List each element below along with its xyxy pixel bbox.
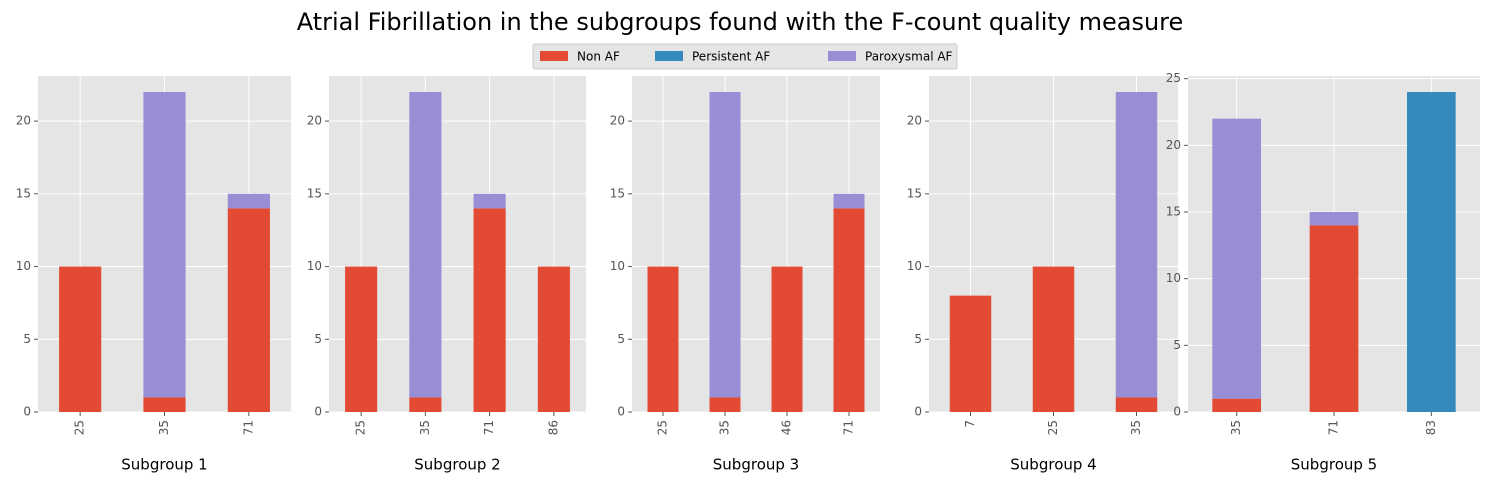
bar: [949, 295, 992, 412]
y-tick-label: 15: [1166, 205, 1181, 219]
y-tick-label: 25: [1166, 71, 1181, 85]
x-tick-label: 25: [1046, 420, 1060, 435]
y-tick-label: 5: [23, 332, 31, 346]
y-tick-label: 0: [914, 405, 922, 419]
x-tick-label: 35: [1229, 420, 1243, 435]
bar: [1407, 92, 1456, 412]
bar: [1212, 398, 1261, 412]
y-tick-label: 5: [617, 332, 625, 346]
bar: [1212, 118, 1261, 399]
bar: [537, 266, 570, 412]
y-tick-label: 20: [907, 114, 922, 128]
y-tick-label: 15: [307, 186, 322, 200]
y-tick-label: 0: [617, 405, 625, 419]
x-axis-label: Subgroup 5: [1291, 456, 1377, 474]
x-axis-label: Subgroup 2: [414, 456, 500, 474]
y-tick-label: 10: [610, 259, 625, 273]
y-tick-label: 0: [23, 405, 31, 419]
y-tick-label: 0: [1173, 405, 1181, 419]
bar: [409, 397, 442, 412]
y-tick-label: 10: [1166, 271, 1181, 285]
y-tick-label: 15: [16, 186, 31, 200]
y-tick-label: 5: [1173, 338, 1181, 352]
bar: [1309, 225, 1359, 412]
x-tick-label: 35: [418, 420, 432, 435]
x-tick-label: 35: [1129, 420, 1143, 435]
bar: [709, 397, 741, 412]
y-tick-label: 15: [907, 186, 922, 200]
legend-label: Persistent AF: [692, 50, 770, 64]
bar: [473, 208, 506, 412]
x-tick-label: 46: [780, 420, 794, 435]
x-tick-label: 71: [842, 420, 856, 435]
x-axis-label: Subgroup 1: [121, 456, 207, 474]
x-tick-label: 25: [656, 420, 670, 435]
bar: [227, 193, 270, 209]
bar: [647, 266, 679, 412]
legend-swatch: [655, 51, 683, 61]
bar: [143, 397, 186, 412]
legend-label: Paroxysmal AF: [865, 50, 953, 64]
x-tick-label: 25: [73, 420, 87, 435]
bar: [143, 92, 186, 398]
x-tick-label: 71: [1327, 420, 1341, 435]
x-tick-label: 83: [1424, 420, 1438, 435]
bar: [771, 266, 803, 412]
y-tick-label: 20: [16, 114, 31, 128]
y-tick-label: 20: [307, 114, 322, 128]
bar: [1309, 212, 1359, 226]
y-tick-label: 10: [907, 259, 922, 273]
x-axis-label: Subgroup 4: [1010, 456, 1096, 474]
x-tick-label: 35: [157, 420, 171, 435]
y-tick-label: 0: [314, 405, 322, 419]
x-tick-label: 25: [354, 420, 368, 435]
legend-box: [532, 43, 958, 70]
x-tick-label: 35: [718, 420, 732, 435]
y-tick-label: 10: [307, 259, 322, 273]
legend-label: Non AF: [577, 50, 620, 64]
bar: [345, 266, 378, 412]
bar: [473, 193, 506, 209]
bar: [833, 208, 865, 412]
bar: [1032, 266, 1075, 412]
bar: [1115, 92, 1158, 398]
y-tick-label: 5: [914, 332, 922, 346]
x-tick-label: 7: [963, 420, 977, 428]
y-tick-label: 15: [610, 186, 625, 200]
bar: [59, 266, 102, 412]
bar: [409, 92, 442, 398]
x-tick-label: 71: [241, 420, 255, 435]
y-tick-label: 10: [16, 259, 31, 273]
legend-swatch: [540, 51, 568, 61]
x-axis-label: Subgroup 3: [713, 456, 799, 474]
bar: [1115, 397, 1158, 412]
bar: [227, 208, 270, 412]
y-tick-label: 5: [314, 332, 322, 346]
y-tick-label: 20: [610, 114, 625, 128]
y-tick-label: 20: [1166, 138, 1181, 152]
legend-swatch: [828, 51, 856, 61]
chart-title: Atrial Fibrillation in the subgroups fou…: [297, 8, 1184, 36]
x-tick-label: 86: [546, 420, 560, 435]
bar: [833, 193, 865, 209]
x-tick-label: 71: [482, 420, 496, 435]
bar: [709, 92, 741, 398]
